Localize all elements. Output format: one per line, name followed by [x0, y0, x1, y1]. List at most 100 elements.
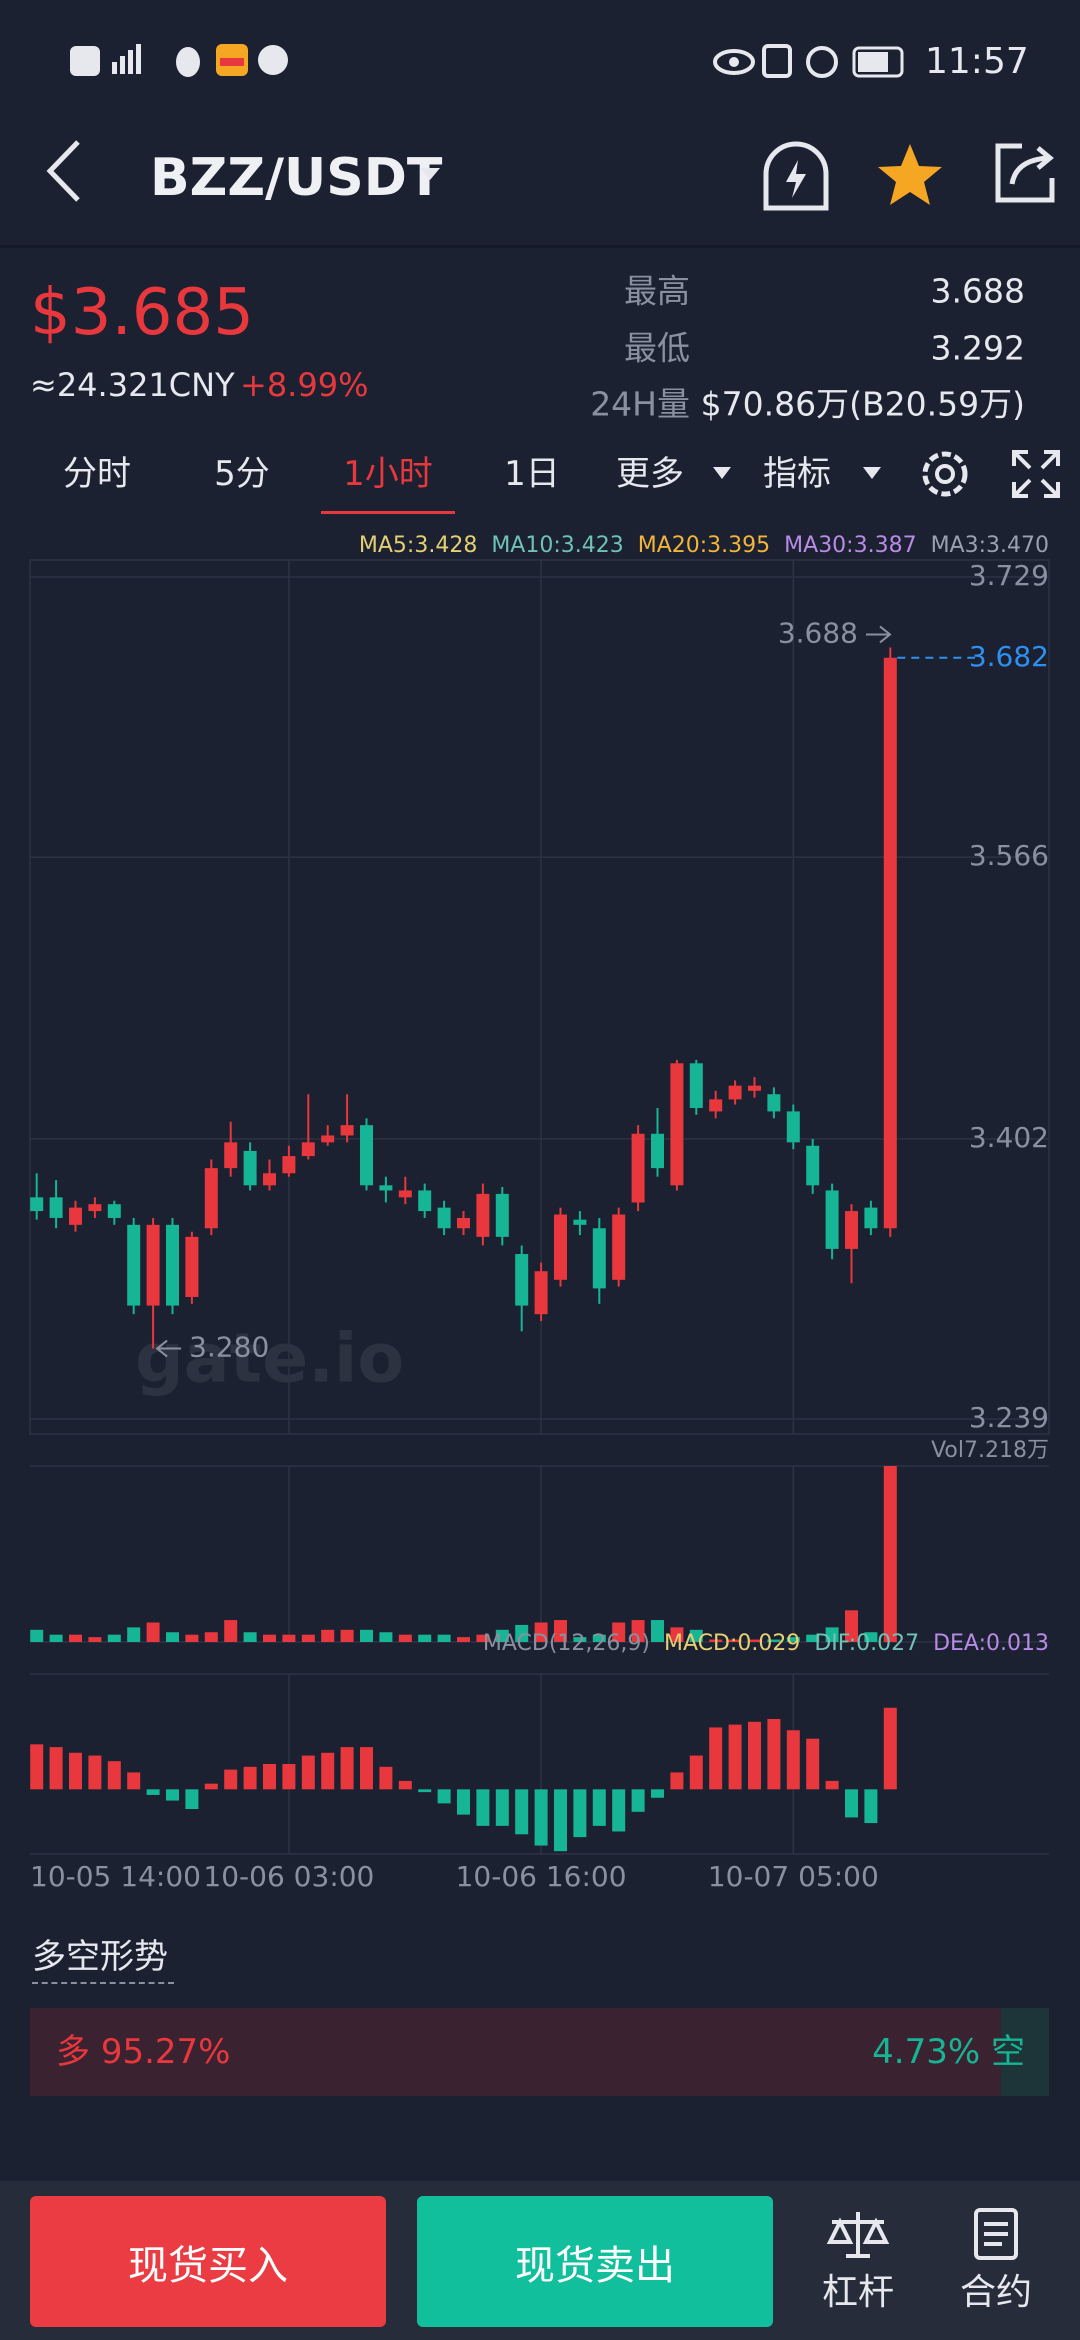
candle-body	[282, 1156, 296, 1174]
bar	[689, 1755, 703, 1790]
candle-body	[398, 1190, 412, 1198]
bar	[845, 1789, 858, 1818]
alert-button[interactable]	[758, 138, 834, 214]
short-side: 空	[991, 2032, 1025, 2072]
candle-body	[670, 1063, 684, 1186]
candle-body	[49, 1197, 63, 1218]
buy-button[interactable]: 现货买入	[30, 2196, 386, 2327]
legend-entry: DIF:0.027	[814, 1631, 919, 1656]
bar	[88, 1755, 102, 1790]
pair-dropdown[interactable]	[418, 166, 442, 182]
bar	[573, 1789, 587, 1838]
bar	[418, 1789, 432, 1793]
candle-body	[263, 1173, 276, 1186]
bar	[709, 1727, 723, 1790]
candle-body	[457, 1217, 470, 1229]
tab[interactable]: 分时	[63, 454, 131, 494]
change-percent: +8.99%	[240, 366, 369, 404]
bar	[786, 1637, 800, 1642]
bar	[883, 1707, 897, 1790]
bar	[107, 1761, 121, 1790]
bar	[554, 1620, 567, 1642]
bar	[69, 1634, 82, 1642]
tab[interactable]: 1小时	[343, 454, 433, 494]
candle-body	[883, 657, 897, 1229]
bar	[49, 1747, 63, 1790]
bar	[806, 1738, 820, 1790]
tab[interactable]: 更多	[616, 454, 684, 494]
bar	[379, 1766, 393, 1790]
legend-entry: MACD:0.029	[664, 1631, 800, 1656]
legend-entry: MA20:3.395	[638, 533, 770, 558]
bar	[282, 1634, 296, 1642]
bar	[767, 1719, 781, 1790]
stat-label: 最低	[624, 328, 690, 368]
bar	[631, 1620, 645, 1642]
candle-body	[786, 1111, 800, 1143]
stat-value: $70.86万(B20.59万)	[700, 384, 1025, 424]
min-marker: 3.280	[189, 1331, 269, 1364]
x-tick-label: 10-06 03:00	[203, 1860, 374, 1893]
favorite-button[interactable]	[876, 142, 944, 208]
short-percent: 4.73%	[872, 2032, 981, 2072]
y-tick-label: 3.402	[969, 1121, 1049, 1154]
tab[interactable]: 指标	[763, 454, 831, 494]
bar	[573, 1637, 587, 1642]
margin-icon	[826, 2212, 890, 2258]
candle-body	[806, 1145, 820, 1186]
bar	[166, 1789, 179, 1801]
back-button[interactable]	[40, 138, 90, 204]
candle-body	[554, 1214, 567, 1280]
candle-body	[30, 1197, 44, 1212]
candle-body	[709, 1099, 723, 1112]
stat-value: 3.292	[930, 328, 1025, 368]
margin-button[interactable]: 杠杆	[821, 2272, 895, 2313]
bar	[592, 1789, 606, 1826]
bar	[321, 1752, 335, 1790]
bar	[592, 1634, 606, 1642]
candle-body	[728, 1085, 742, 1100]
stat-label: 最高	[624, 271, 690, 311]
sell-button[interactable]: 现货卖出	[417, 2196, 773, 2327]
fullscreen-button[interactable]	[1012, 450, 1060, 498]
tab[interactable]: 5分	[214, 454, 270, 494]
bar	[437, 1634, 451, 1642]
pair-title[interactable]: BZZ/USDT	[150, 148, 443, 208]
candle-body	[592, 1228, 606, 1289]
bar	[728, 1724, 742, 1790]
tab[interactable]: 1日	[504, 454, 560, 494]
bar	[127, 1627, 141, 1642]
watermark: gate.io	[135, 1320, 404, 1399]
bar	[534, 1789, 548, 1846]
settings-button[interactable]	[918, 447, 972, 501]
divider	[0, 245, 1080, 248]
candle-body	[612, 1214, 626, 1280]
candle-body	[437, 1207, 451, 1229]
candle-body	[845, 1211, 858, 1249]
bar	[360, 1747, 373, 1790]
bar	[515, 1789, 529, 1835]
x-tick-label: 10-05 14:00	[30, 1860, 201, 1893]
candle-body	[69, 1207, 82, 1225]
candle-body	[864, 1207, 878, 1229]
bar	[515, 1624, 529, 1642]
bar	[825, 1627, 839, 1642]
bar	[728, 1639, 742, 1642]
bar	[457, 1637, 470, 1642]
candle-body	[127, 1224, 141, 1306]
bar	[69, 1752, 82, 1790]
candle-body	[301, 1142, 315, 1157]
last-price-label: 3.682	[969, 640, 1049, 673]
bar	[185, 1789, 199, 1809]
dropdown-arrow[interactable]	[712, 466, 732, 480]
bar	[864, 1632, 878, 1642]
x-tick-label: 10-06 16:00	[456, 1860, 627, 1893]
share-button[interactable]	[992, 140, 1058, 206]
candle-body	[166, 1224, 179, 1306]
candle-body	[340, 1125, 354, 1136]
dropdown-arrow[interactable]	[862, 466, 882, 480]
futures-button[interactable]: 合约	[959, 2272, 1033, 2313]
legend: MACD(12,26,9) MACD:0.029 DIF:0.027 DEA:0.01…	[483, 1631, 1049, 1656]
bar	[495, 1629, 509, 1642]
bar	[321, 1629, 335, 1642]
